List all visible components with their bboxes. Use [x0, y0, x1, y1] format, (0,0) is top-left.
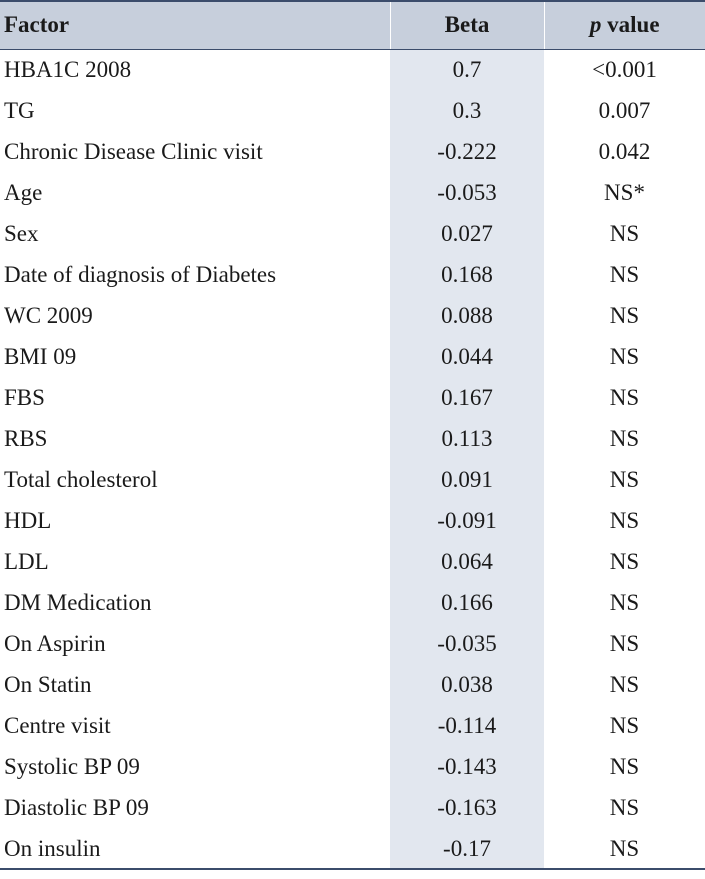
cell-factor: BMI 09 [4, 344, 77, 369]
cell-p-value: NS [609, 467, 640, 492]
cell-beta: -0.163 [390, 787, 544, 828]
cell-beta: 0.064 [390, 541, 544, 582]
table-row: On Statin 0.038 NS [0, 664, 705, 705]
cell-factor: TG [4, 98, 35, 123]
table-row: Centre visit -0.114 NS [0, 705, 705, 746]
table-body: HBA1C 2008 0.7 <0.001 TG 0.3 0.007 Chronic Dis… [0, 49, 705, 870]
cell-beta: -0.091 [390, 500, 544, 541]
table-row: HDL -0.091 NS [0, 500, 705, 541]
cell-beta: 0.113 [390, 418, 544, 459]
header-factor: Factor [0, 0, 391, 50]
table-row: TG 0.3 0.007 [0, 90, 705, 131]
cell-p-value: 0.042 [598, 139, 651, 164]
cell-beta: -0.035 [390, 623, 544, 664]
cell-factor: Chronic Disease Clinic visit [4, 139, 263, 164]
header-p-value: p value [544, 0, 705, 50]
cell-p-value: NS [609, 344, 640, 369]
cell-factor: HBA1C 2008 [4, 57, 132, 83]
table-row: Diastolic BP 09 -0.163 NS [0, 787, 705, 828]
cell-beta: 0.7 [390, 49, 544, 90]
cell-factor: LDL [4, 549, 49, 574]
cell-factor: FBS [4, 385, 45, 410]
cell-beta: 0.044 [390, 336, 544, 377]
cell-beta: -0.053 [390, 172, 544, 213]
header-row: Factor Beta p value [0, 0, 705, 50]
table-row: Systolic BP 09 -0.143 NS [0, 746, 705, 787]
table-row: LDL 0.064 NS [0, 541, 705, 582]
table-row: DM Medication 0.166 NS [0, 582, 705, 623]
table-row: On Aspirin -0.035 NS [0, 623, 705, 664]
cell-p-value: NS [609, 672, 640, 697]
table-row: WC 2009 0.088 NS [0, 295, 705, 336]
cell-p-value: 0.007 [598, 98, 651, 123]
cell-p-value: NS [609, 221, 640, 246]
cell-p-value: NS [609, 385, 640, 410]
cell-p-value: NS [609, 426, 640, 451]
cell-beta: 0.038 [390, 664, 544, 705]
cell-p-value: NS [609, 795, 640, 820]
cell-p-value: NS [609, 754, 640, 779]
cell-p-value: NS [609, 549, 640, 574]
cell-factor: On insulin [0, 828, 390, 870]
cell-factor: HDL [4, 508, 52, 533]
table-row: Age -0.053 NS* [0, 172, 705, 213]
cell-p-value: NS [609, 262, 640, 287]
table-row: RBS 0.113 NS [0, 418, 705, 459]
table-row: Chronic Disease Clinic visit -0.222 0.042 [0, 131, 705, 172]
cell-p-value: NS [609, 590, 640, 615]
table-row: BMI 09 0.044 NS [0, 336, 705, 377]
cell-beta: 0.167 [390, 377, 544, 418]
cell-factor: Diastolic BP 09 [4, 795, 149, 820]
table-row: FBS 0.167 NS [0, 377, 705, 418]
cell-factor: Systolic BP 09 [4, 754, 140, 779]
cell-beta: -0.17 [390, 828, 544, 870]
cell-factor: WC 2009 [4, 303, 93, 328]
table-row: Date of diagnosis of Diabetes 0.168 NS [0, 254, 705, 295]
cell-factor: Centre visit [4, 713, 111, 738]
cell-beta: 0.3 [390, 90, 544, 131]
cell-p-value: NS* [604, 180, 645, 205]
cell-p-value: NS [609, 303, 640, 328]
cell-beta: -0.222 [390, 131, 544, 172]
table-header: Factor Beta p value [0, 0, 705, 50]
cell-beta: 0.088 [390, 295, 544, 336]
table-row: On insulin -0.17 NS [0, 828, 705, 870]
cell-factor: Age [4, 180, 43, 205]
cell-factor: Sex [4, 221, 39, 246]
cell-factor: Total cholesterol [4, 467, 158, 492]
cell-factor: Date of diagnosis of Diabetes [4, 262, 277, 287]
cell-p-value: NS [609, 713, 640, 738]
cell-beta: 0.091 [390, 459, 544, 500]
cell-p-value: NS [609, 508, 640, 533]
table-row: HBA1C 2008 0.7 <0.001 [0, 49, 705, 90]
cell-beta: 0.027 [390, 213, 544, 254]
cell-factor: RBS [4, 426, 48, 451]
table-row: Total cholesterol 0.091 NS [0, 459, 705, 500]
header-beta: Beta [390, 0, 545, 50]
header-p-italic: p [589, 12, 602, 38]
cell-beta: -0.114 [390, 705, 544, 746]
cell-beta: 0.168 [390, 254, 544, 295]
cell-p-value: <0.001 [592, 57, 657, 83]
cell-factor: On Aspirin [4, 631, 106, 656]
cell-factor: DM Medication [4, 590, 152, 615]
cell-p-value: NS [609, 631, 640, 656]
cell-factor: On Statin [4, 672, 92, 697]
cell-beta: 0.166 [390, 582, 544, 623]
cell-p-value: NS [544, 828, 705, 870]
table-row: Sex 0.027 NS [0, 213, 705, 254]
cell-beta: -0.143 [390, 746, 544, 787]
header-p-rest: value [601, 12, 660, 38]
